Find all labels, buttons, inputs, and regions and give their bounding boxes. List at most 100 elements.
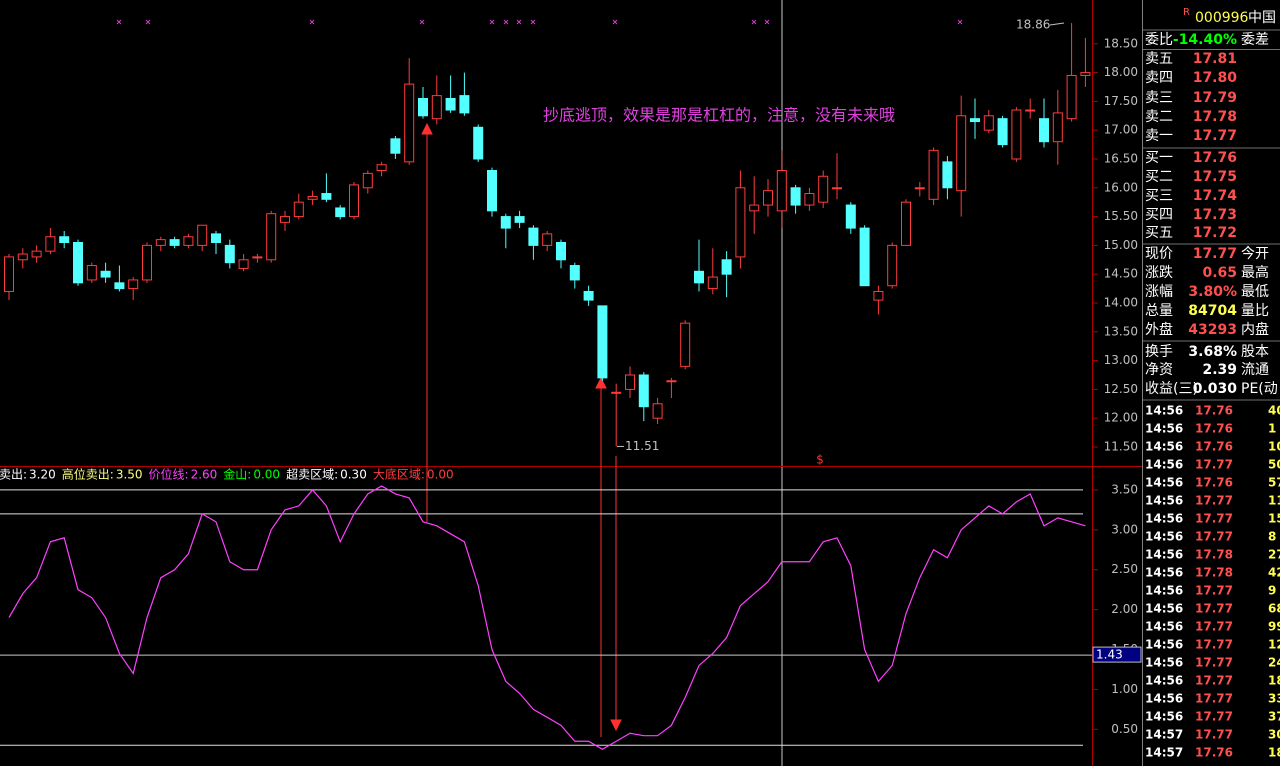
low-label: 11.51	[625, 439, 659, 453]
tick-time: 14:56	[1145, 656, 1183, 670]
row-label: 净资	[1145, 362, 1173, 378]
candle-body	[680, 322, 691, 367]
candle-body	[459, 95, 470, 114]
tick-volume: 8	[1268, 530, 1276, 544]
candle-body	[335, 207, 346, 218]
legend-name: 高位卖出:	[62, 467, 114, 482]
tick-time: 14:56	[1145, 638, 1183, 652]
candle-body	[859, 227, 870, 287]
candle-body	[763, 190, 773, 206]
tick-volume: 68	[1268, 602, 1280, 616]
high-label: 18.86	[1016, 18, 1050, 32]
y-tick-label: 3.50	[1111, 482, 1138, 496]
tick-time: 14:57	[1145, 728, 1183, 742]
tick-price: 17.76	[1195, 404, 1233, 418]
row-value: 17.77	[1193, 128, 1237, 144]
tick-time: 14:56	[1145, 548, 1183, 562]
row-label: 买二	[1145, 169, 1173, 185]
tick-price: 17.77	[1195, 458, 1233, 472]
candle-body	[652, 403, 663, 419]
tick-volume: 40	[1268, 404, 1280, 418]
y-tick-label: 11.50	[1104, 439, 1138, 453]
row-label: 卖二	[1145, 109, 1173, 125]
signal-marker	[516, 19, 522, 25]
candle-body	[721, 259, 732, 275]
candle-body	[611, 391, 622, 394]
candle-body	[445, 97, 456, 111]
candle-body	[1080, 72, 1091, 76]
tick-price: 17.77	[1195, 530, 1233, 544]
row-value: 17.76	[1193, 150, 1237, 166]
tick-price: 17.77	[1195, 656, 1233, 670]
candle-body	[114, 282, 125, 290]
y-tick-label: 15.50	[1104, 209, 1138, 223]
y-tick-label: 16.50	[1104, 151, 1138, 165]
candle-body	[901, 201, 911, 246]
candle-body	[376, 164, 387, 172]
cursor-box	[1092, 646, 1142, 663]
candle-body	[86, 265, 97, 281]
candle-body	[542, 233, 553, 246]
tick-time: 14:56	[1145, 692, 1183, 706]
y-tick-label: 1.00	[1111, 682, 1138, 696]
row-value: 17.74	[1193, 188, 1238, 204]
candle-body	[142, 244, 152, 281]
tick-volume: 271	[1268, 548, 1280, 562]
candle-body	[970, 118, 980, 123]
signal-marker	[116, 19, 122, 25]
candle-body	[487, 170, 497, 212]
tick-price: 17.77	[1195, 638, 1233, 652]
candle-body	[362, 172, 373, 189]
signal-marker	[612, 19, 618, 25]
row-value: 0.030	[1193, 381, 1238, 397]
y-tick-label: 18.50	[1104, 36, 1138, 50]
candle-body	[694, 270, 704, 284]
candle-body	[749, 204, 760, 212]
candle-body	[638, 374, 649, 408]
row-value: -14.40%	[1173, 32, 1237, 48]
signal-marker	[530, 19, 536, 25]
code-prefix: R	[1183, 7, 1190, 18]
indicator-line	[8, 485, 1086, 750]
candle-body	[956, 115, 967, 192]
tick-price: 17.77	[1195, 728, 1233, 742]
candle-body	[776, 170, 787, 212]
arrow-head	[421, 122, 433, 135]
signal-marker	[503, 19, 509, 25]
legend-name: 超卖区域:	[286, 467, 338, 482]
tick-volume: 42	[1268, 566, 1280, 580]
row-value: 43293	[1188, 322, 1237, 338]
candle-body	[625, 374, 635, 390]
tick-price: 17.76	[1195, 746, 1233, 760]
tick-time: 14:56	[1145, 530, 1183, 544]
legend-value: 3.50	[116, 468, 143, 482]
row-label: 委比	[1145, 32, 1173, 48]
row-label: 卖一	[1145, 128, 1173, 144]
candle-body	[293, 201, 304, 218]
signal-marker	[751, 19, 757, 25]
tick-time: 14:56	[1145, 422, 1183, 436]
row-value: 17.75	[1193, 169, 1237, 185]
tick-volume: 9	[1268, 584, 1276, 598]
candle-body	[183, 236, 194, 246]
signal-arrows	[421, 122, 622, 737]
y-tick-label: 12.00	[1104, 411, 1138, 425]
row-value: 17.79	[1193, 90, 1237, 106]
tick-time: 14:56	[1145, 404, 1183, 418]
candle-body	[528, 227, 539, 246]
legend-value: 0.00	[427, 468, 454, 482]
row-label: 收益(三)	[1145, 381, 1198, 397]
tick-price: 17.77	[1195, 512, 1233, 526]
row-label: 涨幅	[1145, 284, 1173, 300]
row-value: 17.77	[1193, 246, 1237, 262]
candle-body	[155, 239, 166, 246]
candle-body	[983, 115, 994, 131]
y-tick-label: 13.50	[1104, 324, 1138, 338]
row-value: 17.78	[1193, 109, 1237, 125]
candle-body	[404, 83, 415, 163]
tick-price: 17.76	[1195, 476, 1233, 490]
candle-body	[583, 290, 594, 301]
legend-name: 价位线:	[149, 467, 189, 482]
tick-time: 14:56	[1145, 620, 1183, 634]
row-value: 17.81	[1193, 51, 1237, 67]
